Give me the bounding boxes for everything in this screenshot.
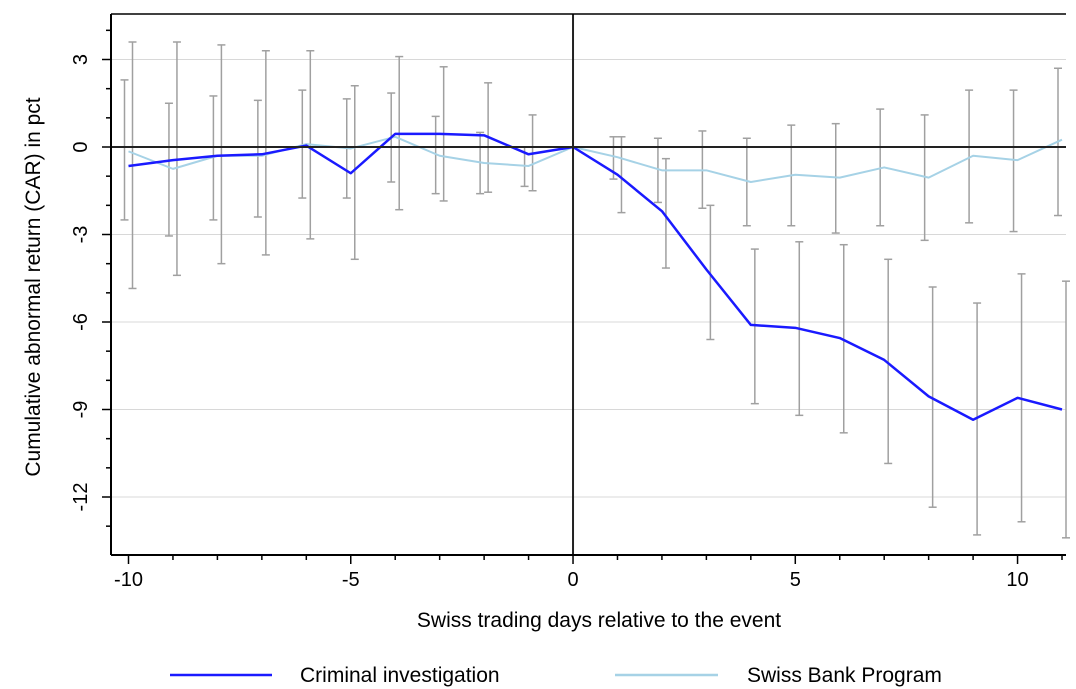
y-tick-label: -3 [70, 226, 92, 244]
legend-label-criminal-investigation: Criminal investigation [300, 664, 500, 687]
y-tick-label: -6 [70, 313, 92, 331]
error-bar [965, 89, 974, 224]
y-tick-label: -12 [70, 483, 92, 512]
series-line-criminal-investigation [128, 132, 1063, 421]
error-bar [1062, 280, 1070, 539]
series-lines [128, 132, 1063, 421]
error-bars [120, 41, 1070, 539]
error-bar [217, 44, 226, 265]
x-axis-title: Swiss trading days relative to the event [417, 609, 781, 632]
x-tick-label: 5 [790, 569, 801, 591]
error-bar [164, 102, 173, 237]
error-bar [653, 137, 662, 204]
legend: Criminal investigation Swiss Bank Progra… [170, 664, 942, 687]
y-tick-label: 0 [70, 141, 92, 152]
error-bar [350, 85, 359, 261]
error-bar [1009, 89, 1018, 233]
error-bar [742, 137, 751, 227]
error-bar [706, 204, 715, 341]
x-tick-label: -5 [342, 569, 360, 591]
error-bar [253, 99, 262, 218]
gridlines [111, 59, 1066, 498]
y-axis-title: Cumulative abnormal return (CAR) in pct [22, 97, 45, 476]
axes [102, 13, 1066, 564]
x-tick-label: 10 [1006, 569, 1028, 591]
error-bar [661, 157, 670, 269]
x-tick-label: 0 [567, 569, 578, 591]
error-bar [120, 79, 129, 221]
y-tick-label: -9 [70, 401, 92, 419]
legend-label-swiss-bank-program: Swiss Bank Program [747, 664, 942, 687]
x-tick-label: -10 [114, 569, 143, 591]
error-bar [298, 89, 307, 199]
y-tick-label: 3 [70, 54, 92, 65]
tick-labels: 3 0 -3 -6 -9 -12 -10 -5 0 5 10 [70, 54, 1029, 591]
error-bar [884, 258, 893, 465]
error-bar [617, 136, 626, 214]
